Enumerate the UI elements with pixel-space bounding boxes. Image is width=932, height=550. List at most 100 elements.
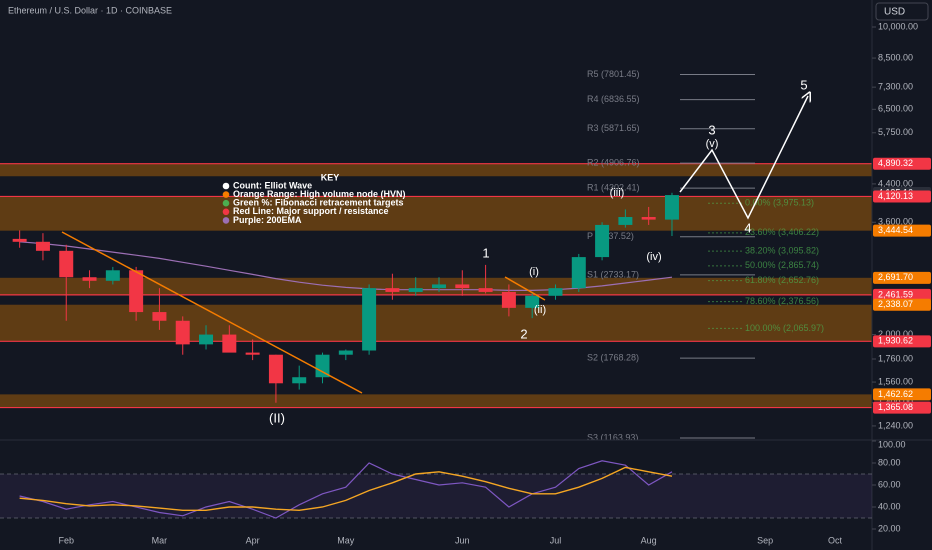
candle-body	[432, 284, 446, 289]
trendline	[61, 231, 363, 394]
candle-body	[664, 195, 679, 220]
y-tick-label: 5,750.00	[878, 127, 913, 137]
x-tick-label: Mar	[152, 535, 168, 545]
rsi-tick-label: 80.00	[878, 457, 901, 467]
y-tick-label: 1,560.00	[878, 376, 913, 386]
fib-label: 50.00% (2,865.74)	[745, 260, 819, 270]
y-tick-label: 1,760.00	[878, 353, 913, 363]
candle-body	[35, 241, 50, 251]
price-tag-label: 4,890.32	[878, 158, 913, 168]
candle-body	[595, 224, 610, 258]
price-tag-label: 4,120.13	[878, 191, 913, 201]
pivot-label: S1 (2733.17)	[587, 269, 639, 279]
x-tick-label: Apr	[246, 535, 260, 545]
currency-button[interactable]	[875, 2, 929, 21]
candle-body	[105, 270, 120, 281]
candle-body	[175, 320, 190, 345]
price-tag	[873, 298, 931, 311]
price-tag	[873, 157, 931, 170]
rsi-tick-label: 40.00	[878, 501, 901, 511]
candle-body	[571, 257, 586, 289]
key-swatch	[222, 208, 230, 216]
candle-body	[82, 277, 97, 281]
wave-label: (v)	[706, 138, 719, 150]
y-tick-label: 2,000.00	[878, 329, 913, 339]
wave-label: (iii)	[610, 187, 625, 199]
fib-label: 78.60% (2,376.56)	[745, 296, 819, 306]
currency[interactable]: USD	[884, 7, 905, 18]
projection	[679, 96, 808, 220]
fib-label: 100.00% (2,065.97)	[745, 323, 824, 333]
pivot-label: P (3337.52)	[587, 231, 634, 241]
candle-body	[222, 334, 237, 353]
fib-label: 23.60% (3,406.22)	[745, 227, 819, 237]
x-tick-label: Feb	[58, 535, 74, 545]
wave-label: 1	[482, 245, 489, 260]
ema-line	[19, 241, 673, 291]
price-tag-label: 1,365.08	[878, 402, 913, 412]
candle-body	[245, 352, 260, 355]
wave-label: (II)	[269, 410, 285, 425]
hvn-zone	[0, 394, 872, 408]
key-swatch	[222, 199, 230, 207]
rsi-band	[0, 474, 872, 518]
key-swatch	[222, 217, 230, 224]
candle-body	[152, 312, 167, 321]
x-tick-label: Aug	[641, 535, 657, 545]
key-item: Red Line: Major support / resistance	[233, 206, 389, 216]
key-swatch	[222, 182, 230, 190]
fib-label: 61.80% (2,652.76)	[745, 275, 819, 285]
candle-body	[525, 295, 540, 308]
pivot-label: R2 (4906.76)	[587, 157, 640, 167]
price-tag-label: 2,338.07	[878, 299, 913, 309]
pivot-label: R3 (5871.65)	[587, 123, 640, 133]
price-tag-label: 1,462.62	[878, 389, 913, 399]
candle-body	[641, 217, 656, 220]
pivot-label: R5 (7801.45)	[587, 69, 640, 79]
candle-body	[618, 217, 633, 225]
price-tag-label: 2,461.59	[878, 289, 913, 299]
pivot-label: R1 (4302.41)	[587, 183, 640, 193]
x-tick-label: Sep	[757, 535, 773, 545]
x-tick-label: Jun	[455, 535, 470, 545]
y-tick-label: 7,300.00	[878, 82, 913, 92]
key-item: Orange Range: High volume node (HVN)	[233, 189, 406, 199]
price-tag	[873, 190, 931, 203]
rsi-tick-label: 100.00	[878, 439, 906, 449]
wave-label: 3	[708, 122, 715, 137]
wave-label: 2	[520, 326, 527, 341]
price-tag	[873, 401, 931, 414]
candle-body	[268, 354, 283, 384]
candle-body	[292, 377, 307, 384]
candle-body	[548, 288, 563, 296]
hvn-zone	[0, 304, 872, 342]
pivot-label: R4 (6836.55)	[587, 94, 640, 104]
key-swatch	[222, 191, 230, 198]
candle-body	[478, 288, 493, 292]
wave-label: 5	[800, 77, 807, 92]
key-item: Green %: Fibonacci retracement targets	[233, 198, 404, 208]
price-tag	[873, 335, 931, 348]
x-tick-label: May	[337, 535, 355, 545]
fib-label: 38.20% (3,095.82)	[745, 245, 819, 255]
price-tag-label: 3,444.54	[878, 225, 913, 235]
key-title: KEY	[321, 172, 340, 182]
wave-label: (i)	[529, 266, 539, 278]
pivot-label: S2 (1768.28)	[587, 352, 639, 362]
candle-body	[385, 288, 400, 292]
x-tick-label: Jul	[550, 535, 562, 545]
candle-body	[455, 284, 470, 289]
price-tag-label: 1,930.62	[878, 336, 913, 346]
y-tick-label: 4,400.00	[878, 178, 913, 188]
wave-label: (ii)	[534, 304, 546, 316]
overlay: (II) 1 2 (i) (ii) (iii) (iv) 3 (v) 4 5 E…	[8, 5, 808, 425]
candle-body	[362, 288, 377, 351]
candle-body	[501, 291, 516, 308]
rsi-ma-line	[19, 466, 673, 512]
price-tag	[873, 224, 931, 237]
key-item: Count: Elliot Wave	[233, 180, 312, 190]
candle-body	[338, 350, 353, 355]
fib-label: 0.00% (3,975.13)	[745, 198, 814, 208]
